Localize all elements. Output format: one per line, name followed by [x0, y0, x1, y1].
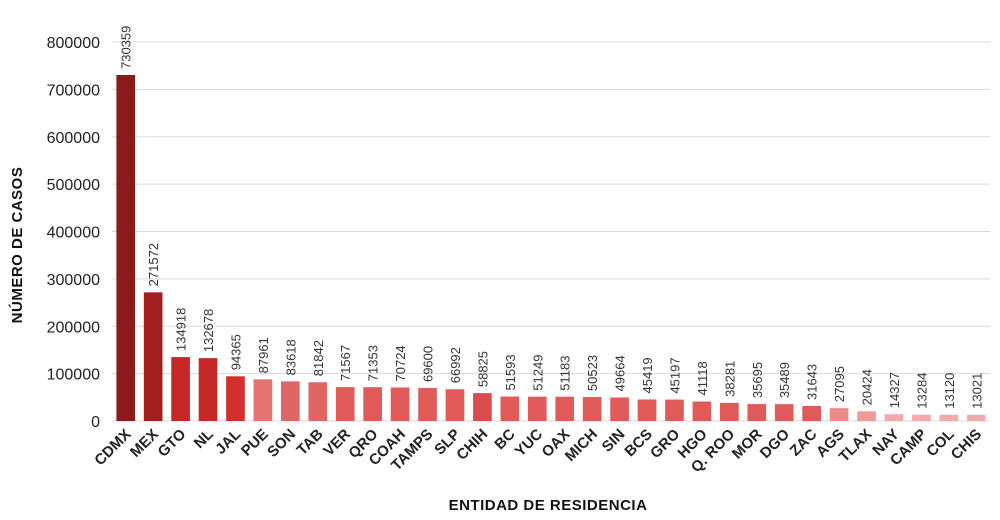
bar — [500, 396, 520, 421]
bar — [774, 404, 794, 421]
y-tick-label: 200000 — [47, 319, 100, 336]
data-label: 66992 — [448, 347, 463, 383]
bar — [308, 382, 328, 421]
bar — [582, 397, 602, 421]
y-tick-label: 700000 — [47, 82, 100, 99]
bar — [445, 389, 465, 421]
x-tick-label: GTO — [155, 426, 190, 461]
data-label: 31643 — [805, 364, 820, 400]
data-label: 35695 — [750, 362, 765, 398]
data-label: 13021 — [969, 373, 984, 409]
x-axis-title: ENTIDAD DE RESIDENCIA — [449, 497, 648, 514]
bar — [390, 387, 410, 421]
data-label: 87961 — [256, 337, 271, 373]
y-tick-label: 100000 — [47, 367, 100, 384]
y-tick-label: 600000 — [47, 130, 100, 147]
bar — [335, 387, 355, 421]
data-label: 38281 — [722, 361, 737, 397]
bar — [253, 379, 273, 421]
bar — [665, 399, 684, 421]
x-tick-label: TAB — [294, 426, 327, 459]
data-label: 51249 — [530, 355, 545, 391]
bar — [555, 396, 575, 421]
data-label: 20424 — [860, 369, 875, 405]
x-tick-label: BCS — [621, 426, 655, 460]
bar — [857, 411, 876, 421]
bar — [747, 404, 767, 421]
data-label: 35489 — [777, 362, 792, 398]
data-label: 271572 — [146, 243, 161, 286]
bar — [637, 399, 657, 421]
bars — [116, 74, 986, 421]
data-label: 45197 — [667, 357, 682, 393]
x-tick-label: SON — [264, 426, 299, 461]
data-label: 27095 — [832, 366, 847, 402]
data-label: 13120 — [942, 373, 957, 409]
data-label: 41118 — [695, 361, 710, 395]
x-tick-label: YUC — [512, 426, 547, 461]
data-label: 94365 — [228, 334, 243, 370]
bar — [171, 357, 190, 421]
data-label: 45419 — [640, 357, 655, 393]
x-tick-label: MOR — [729, 426, 766, 463]
data-label: 70724 — [393, 345, 408, 381]
x-tick-label: CHIH — [453, 426, 491, 464]
data-label: 58825 — [475, 351, 490, 387]
data-label: 730359 — [119, 26, 134, 69]
bar — [527, 396, 547, 421]
data-label: 14327 — [887, 372, 902, 408]
y-axis-title: NÚMERO DE CASOS — [8, 167, 26, 324]
data-label: 51593 — [503, 354, 518, 390]
data-label: 71353 — [366, 345, 381, 381]
y-tick-labels: 0 100000 200000 300000 400000 500000 600000 700… — [47, 35, 100, 431]
data-label: 83618 — [283, 339, 298, 375]
x-tick-label: PUE — [238, 426, 272, 460]
x-tick-label: CHIS — [948, 426, 985, 463]
bar — [143, 292, 163, 421]
y-tick-label: 800000 — [47, 35, 100, 52]
bar — [281, 381, 300, 421]
y-tick-label: 300000 — [47, 272, 100, 289]
bar — [829, 408, 849, 421]
data-label: 13284 — [914, 373, 929, 409]
x-tick-label: MICH — [562, 426, 601, 465]
bar — [692, 401, 712, 421]
bar — [912, 414, 931, 421]
x-tick-label: MEX — [127, 426, 162, 461]
x-tick-label: ZAC — [787, 426, 821, 460]
data-label: 71567 — [338, 345, 353, 381]
x-tick-label: GRO — [647, 426, 683, 462]
x-tick-label: DGO — [757, 426, 793, 462]
bar — [939, 414, 959, 421]
bar — [226, 376, 245, 421]
bar — [116, 74, 136, 421]
data-label: 49664 — [613, 355, 628, 391]
gridlines — [112, 41, 990, 422]
bar — [473, 393, 492, 421]
y-tick-label: 500000 — [47, 177, 100, 194]
data-label: 69600 — [421, 346, 436, 382]
data-labels: 730359 271572 134918 132678 94365 87961 83618 8… — [119, 26, 985, 409]
data-label: 132678 — [201, 309, 216, 352]
bar — [802, 406, 821, 421]
bar — [966, 414, 986, 421]
bar — [884, 414, 904, 421]
bar — [418, 388, 437, 421]
data-label: 134918 — [174, 308, 189, 351]
x-tick-label: NL — [191, 426, 217, 452]
x-tick-label: JAL — [212, 426, 244, 458]
data-label: 51183 — [558, 356, 573, 391]
bar — [198, 358, 218, 421]
y-tick-label: 0 — [91, 414, 100, 431]
bar — [720, 402, 739, 421]
bar — [610, 397, 629, 421]
y-tick-label: 400000 — [47, 225, 100, 242]
data-label: 50523 — [585, 355, 600, 391]
data-label: 81842 — [311, 340, 326, 376]
bar — [363, 387, 382, 421]
